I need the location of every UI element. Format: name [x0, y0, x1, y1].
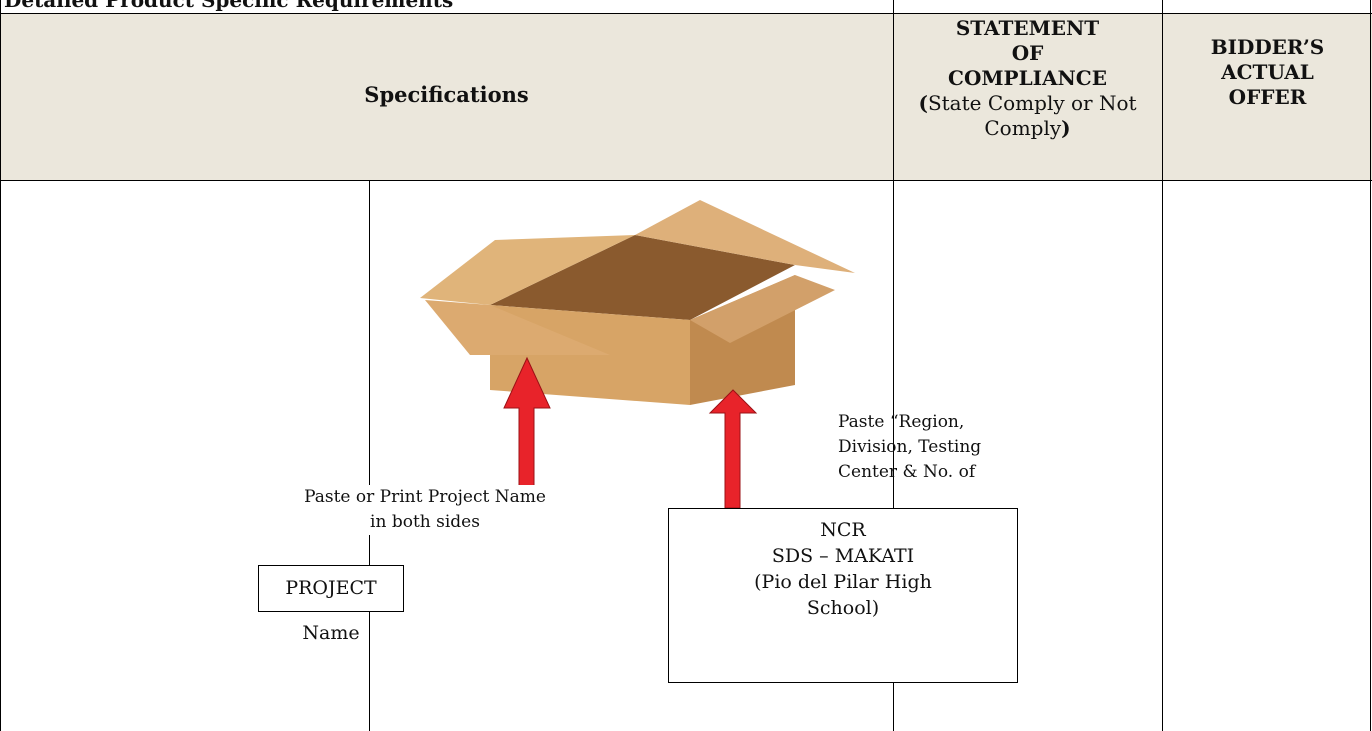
right-box-line: (Pio del Pilar High [754, 571, 932, 593]
border [0, 180, 1372, 181]
box-illustration [420, 200, 855, 509]
border [0, 13, 1372, 14]
border [893, 0, 894, 731]
border [1162, 0, 1163, 731]
left-box: PROJECT Name [258, 565, 404, 644]
compliance-note-wrap: (State Comply or Not Comply) [905, 91, 1150, 141]
border [0, 0, 1, 731]
border [1370, 0, 1371, 731]
guide-line [369, 180, 370, 731]
header-specifications: Specifications [364, 82, 529, 107]
header-offer: BIDDER’S ACTUAL OFFER [1210, 35, 1325, 109]
compliance-title: STATEMENT OF COMPLIANCE [948, 16, 1107, 90]
compliance-note: State Comply or Not Comply [927, 91, 1137, 140]
paren: ) [1061, 116, 1071, 140]
right-box-line: NCR [820, 519, 866, 541]
header-row [0, 13, 1372, 180]
left-note: Paste or Print Project Name in both side… [295, 485, 555, 535]
right-box-line: SDS – MAKATI [771, 545, 915, 567]
right-box-line: School) [806, 597, 880, 619]
right-note: Paste “Region, Division, Testing Center … [838, 412, 982, 482]
header-compliance: STATEMENT OF COMPLIANCE (State Comply or… [905, 16, 1150, 141]
right-box: NCR SDS – MAKATI (Pio del Pilar High School… [668, 508, 1018, 683]
heading: Detailed Product Specific Requirements [4, 0, 454, 12]
paren: ( [918, 91, 928, 115]
